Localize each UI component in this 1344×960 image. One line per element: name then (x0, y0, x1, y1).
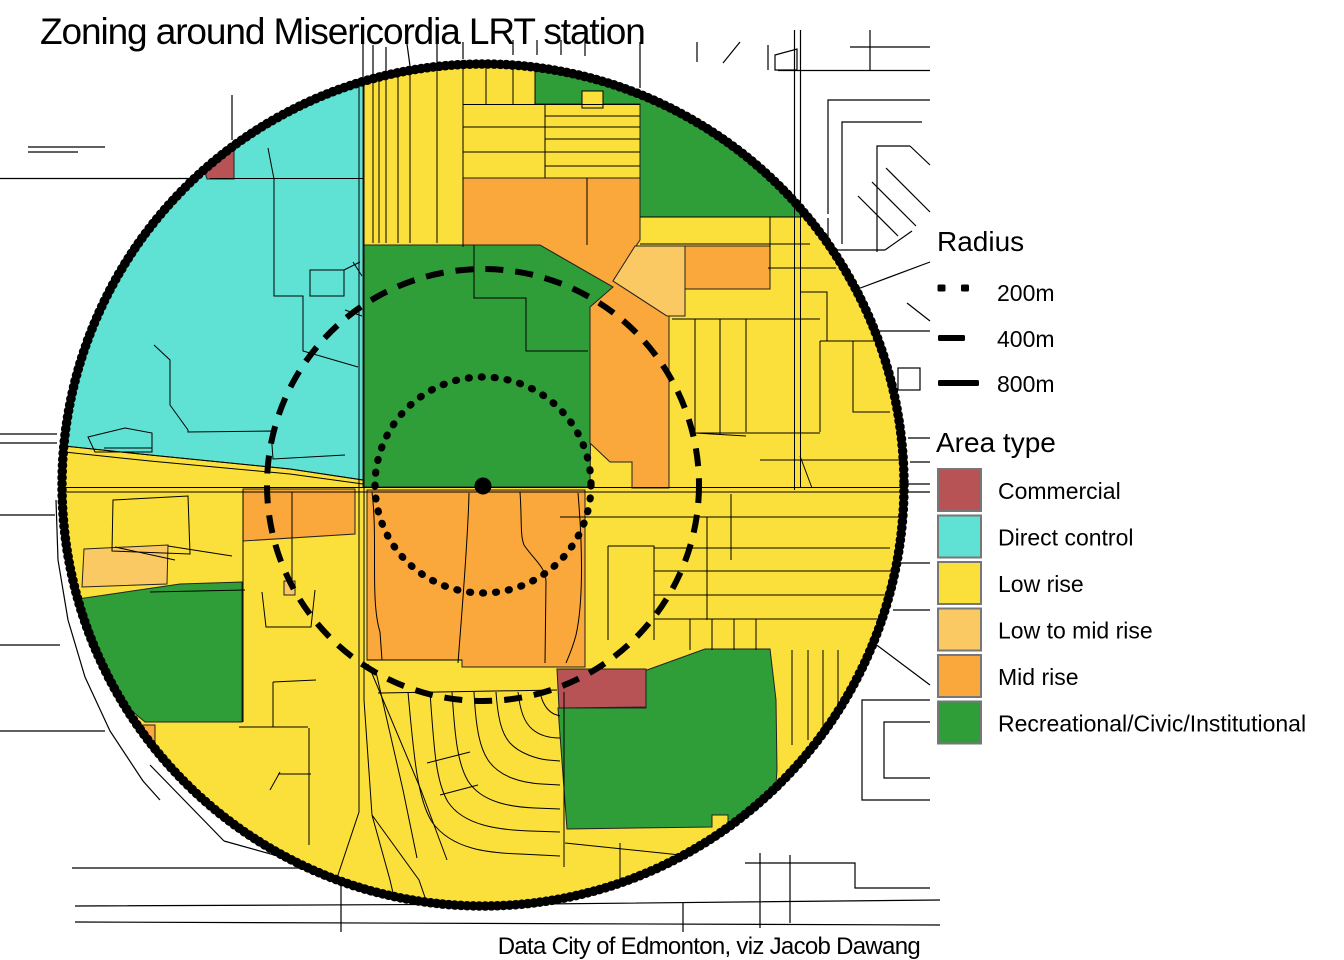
svg-text:Data City of Edmonton, viz Jac: Data City of Edmonton, viz Jacob Dawang (498, 933, 920, 960)
svg-text:Mid rise: Mid rise (998, 664, 1079, 690)
svg-text:Commercial: Commercial (998, 478, 1121, 504)
svg-text:Area type: Area type (936, 427, 1056, 458)
svg-text:Radius: Radius (937, 226, 1024, 257)
svg-text:Low to mid rise: Low to mid rise (998, 618, 1153, 644)
svg-text:200m: 200m (997, 280, 1055, 306)
svg-text:Zoning around Misericordia LRT: Zoning around Misericordia LRT station (40, 11, 645, 52)
svg-text:400m: 400m (997, 326, 1055, 352)
svg-text:Recreational/Civic/Institution: Recreational/Civic/Institutional (998, 711, 1306, 737)
svg-text:Direct control: Direct control (998, 525, 1133, 551)
svg-text:800m: 800m (997, 371, 1055, 397)
svg-text:Low rise: Low rise (998, 571, 1084, 597)
